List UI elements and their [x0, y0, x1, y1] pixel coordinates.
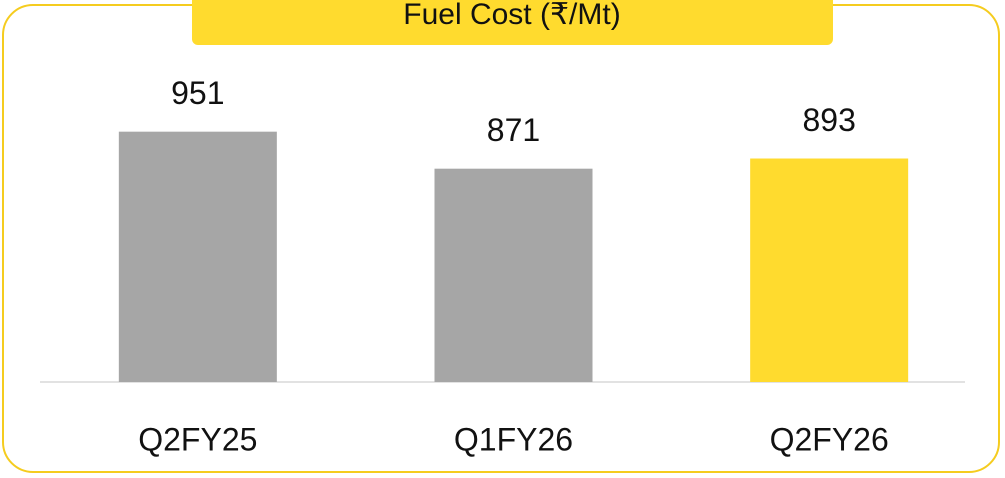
x-tick-label: Q2FY26	[770, 421, 889, 457]
chart-title: Fuel Cost (₹/Mt)	[403, 0, 620, 31]
value-label: 893	[802, 102, 855, 138]
value-label: 951	[171, 75, 224, 111]
title-box	[192, 0, 833, 45]
x-tick-label: Q2FY25	[138, 421, 257, 457]
bar	[750, 158, 909, 382]
bar	[118, 131, 277, 382]
x-tick-label: Q1FY26	[454, 421, 573, 457]
bar	[434, 168, 593, 382]
value-label: 871	[487, 112, 540, 148]
